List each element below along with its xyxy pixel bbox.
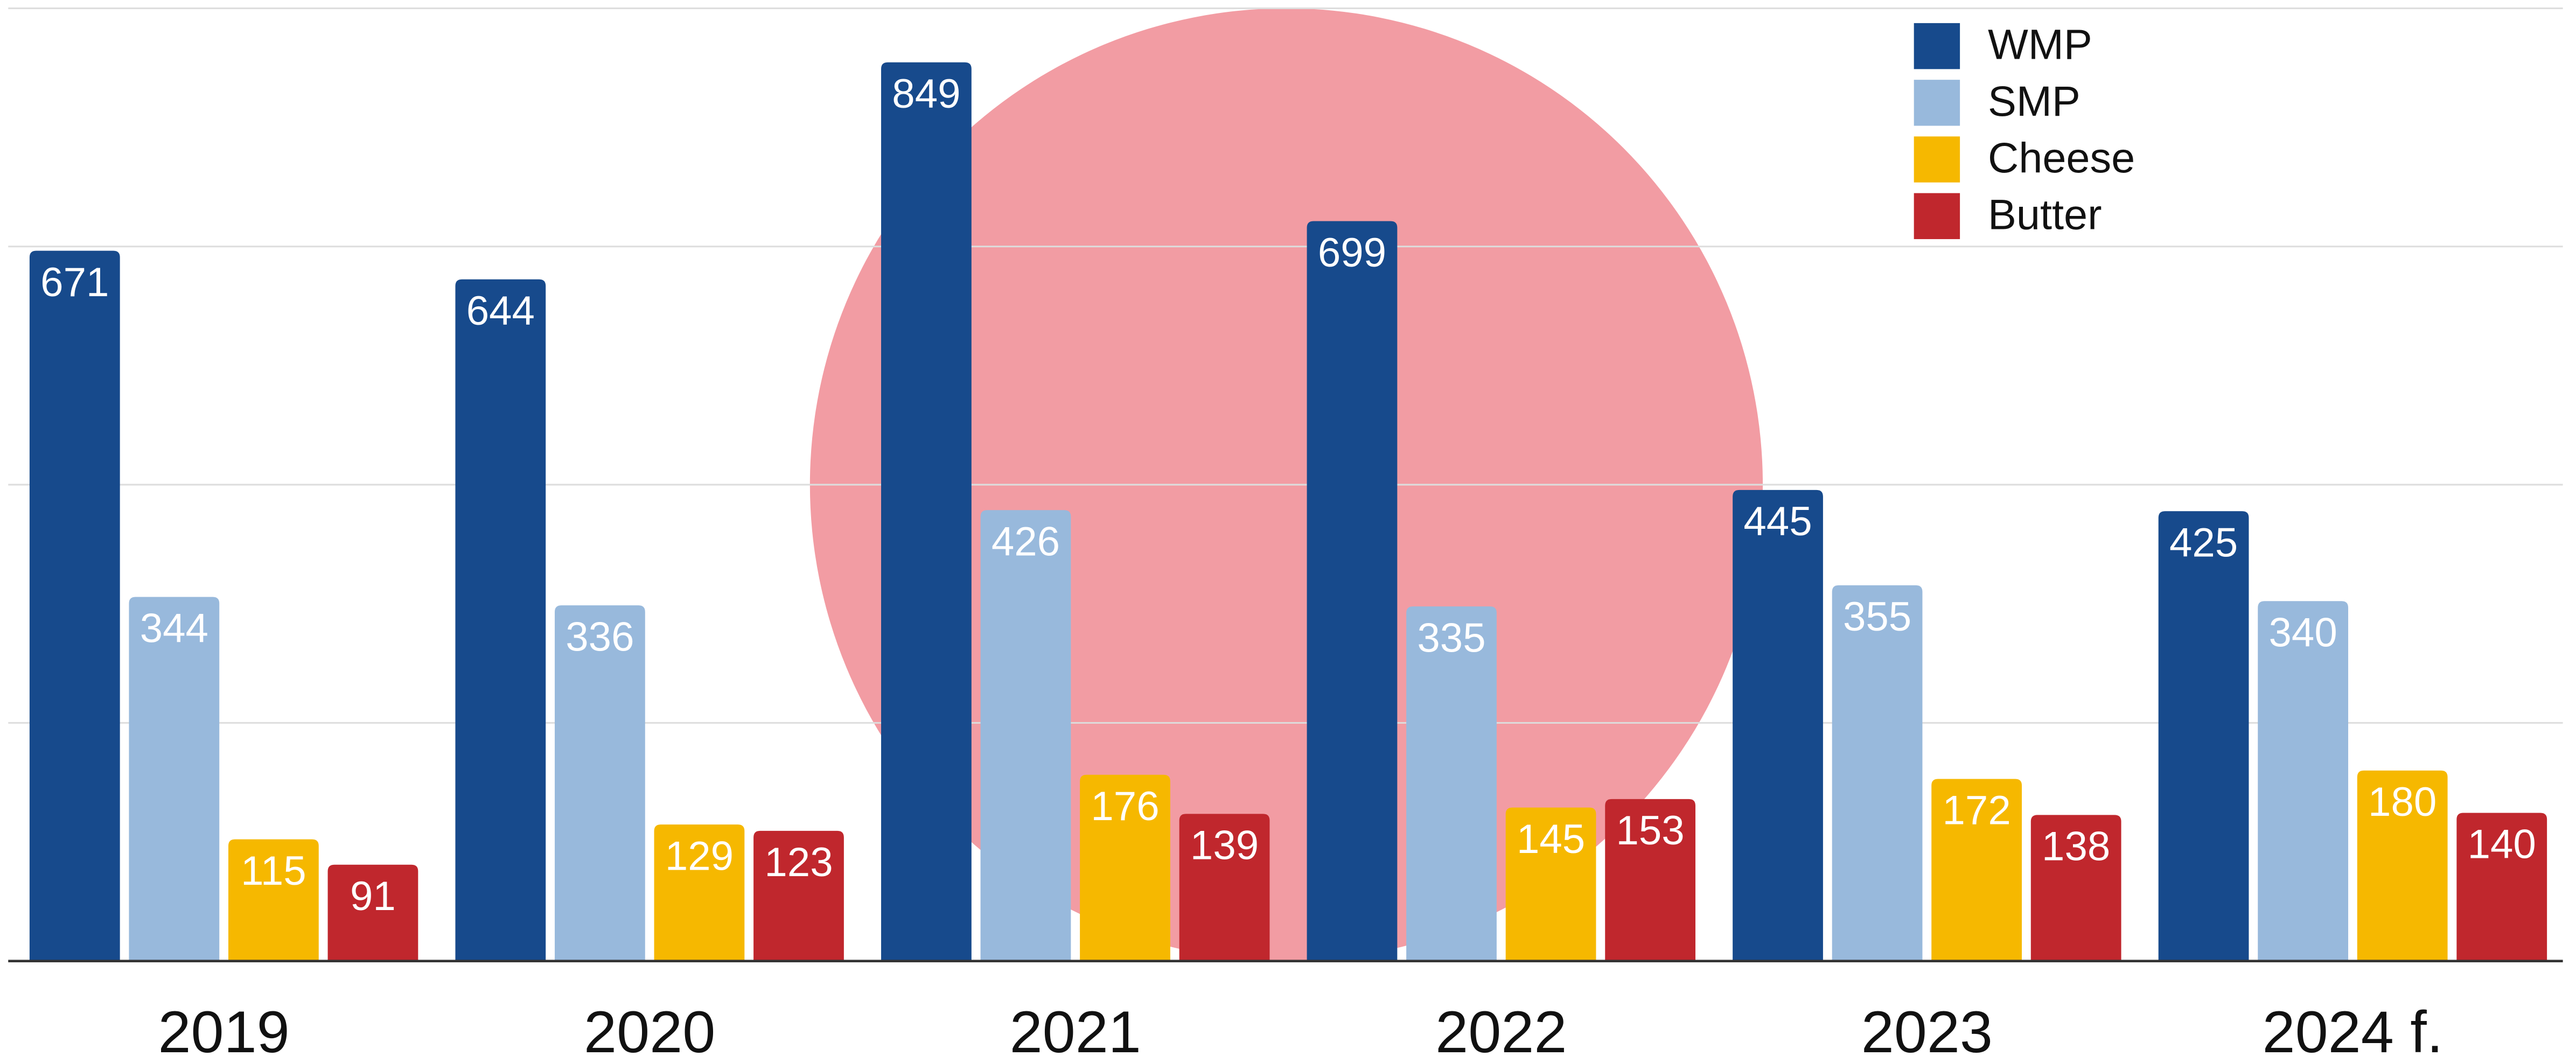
- legend-label: Cheese: [1988, 134, 2135, 181]
- bar: [455, 279, 546, 961]
- data-label: 145: [1517, 816, 1585, 862]
- bar: [1406, 606, 1497, 961]
- bar: [2158, 511, 2249, 961]
- data-label: 123: [764, 840, 833, 885]
- bar: [2456, 813, 2547, 961]
- legend-swatch: [1914, 80, 1960, 126]
- x-tick-label: 2023: [1861, 999, 1993, 1063]
- data-label: 129: [665, 833, 734, 879]
- data-label: 180: [2368, 779, 2437, 825]
- data-label: 91: [350, 873, 396, 919]
- x-tick-label: 2024 f.: [2263, 999, 2444, 1063]
- data-label: 115: [241, 848, 306, 894]
- bar: [1733, 489, 1823, 961]
- bar: [980, 510, 1071, 961]
- bar: [2357, 770, 2448, 961]
- data-label: 138: [2042, 824, 2110, 870]
- data-label: 644: [466, 288, 535, 334]
- bar: [555, 605, 645, 961]
- x-tick-label: 2022: [1435, 999, 1567, 1063]
- bar: [1605, 799, 1695, 961]
- data-label: 344: [140, 606, 208, 652]
- x-tick-label: 2019: [158, 999, 289, 1063]
- data-label: 671: [40, 260, 109, 305]
- bar: [29, 250, 120, 961]
- legend-swatch: [1914, 23, 1960, 69]
- data-label: 140: [2468, 822, 2536, 868]
- bar: [129, 597, 220, 961]
- data-label: 153: [1616, 808, 1684, 854]
- data-label: 699: [1318, 230, 1386, 276]
- bar: [1832, 585, 1923, 961]
- bar: [1307, 221, 1398, 961]
- bar: [1179, 814, 1270, 961]
- data-label: 172: [1943, 788, 2011, 834]
- data-label: 425: [2169, 520, 2238, 565]
- legend-label: Butter: [1988, 190, 2102, 238]
- x-tick-label: 2021: [1010, 999, 1141, 1063]
- data-label: 335: [1417, 615, 1485, 661]
- bar: [2258, 601, 2349, 961]
- bar: [1931, 779, 2022, 961]
- legend-label: WMP: [1988, 20, 2092, 68]
- data-label: 340: [2269, 610, 2337, 656]
- bar: [1080, 774, 1170, 961]
- data-label: 176: [1091, 784, 1159, 829]
- bar: [654, 824, 745, 961]
- x-tick-label: 2020: [584, 999, 715, 1063]
- bar: [753, 830, 844, 961]
- legend-swatch: [1914, 193, 1960, 240]
- legend-swatch: [1914, 136, 1960, 183]
- data-label: 426: [992, 519, 1060, 564]
- data-label: 139: [1190, 823, 1259, 869]
- bar: [2030, 815, 2121, 961]
- data-label: 355: [1843, 594, 1911, 640]
- bar: [228, 839, 319, 961]
- data-label: 849: [892, 71, 960, 117]
- bar: [1505, 807, 1596, 961]
- legend-label: SMP: [1988, 77, 2081, 125]
- data-label: 445: [1743, 499, 1812, 544]
- data-label: 336: [566, 614, 634, 660]
- bar: [881, 62, 972, 961]
- bar: [327, 864, 418, 961]
